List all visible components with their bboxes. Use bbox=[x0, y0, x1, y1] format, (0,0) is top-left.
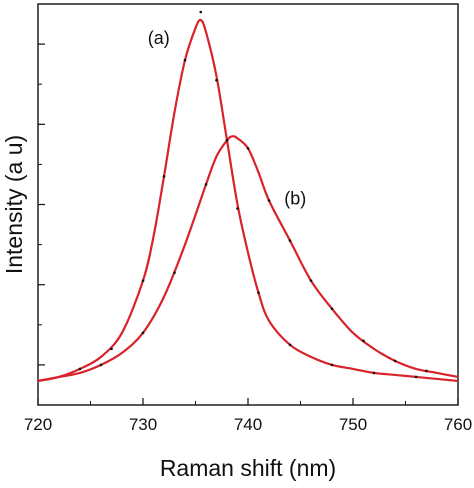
series-a-data-point bbox=[288, 343, 292, 347]
series-a-data-point bbox=[162, 175, 166, 178]
y-axis-title: Intensity (a u) bbox=[1, 135, 27, 274]
curve-label: (a) bbox=[148, 28, 170, 48]
series-a-data-point bbox=[372, 371, 376, 375]
series-a-data-point bbox=[183, 58, 187, 62]
series-a-line bbox=[37, 18, 459, 383]
series-b-data-point bbox=[141, 331, 145, 335]
series-a-data-point bbox=[236, 207, 239, 210]
series-a-data-point bbox=[110, 347, 113, 351]
series-b-data-point bbox=[225, 139, 229, 142]
series-b-data-point bbox=[246, 147, 250, 150]
series-b-data-point bbox=[267, 199, 271, 202]
series-a-data-point bbox=[141, 279, 145, 282]
x-tick-label: 740 bbox=[234, 415, 262, 434]
x-axis-ticks bbox=[37, 398, 459, 405]
series-b-data-point bbox=[99, 363, 103, 367]
series-b-data-point bbox=[288, 239, 292, 242]
series-b-data-point bbox=[425, 369, 428, 373]
series-b-data-point bbox=[309, 279, 313, 282]
series-b-data-point bbox=[204, 183, 208, 186]
x-tick-label: 730 bbox=[129, 415, 157, 434]
x-axis-tick-labels: 720 730 740 750 760 bbox=[24, 415, 472, 434]
x-tick-label: 720 bbox=[24, 415, 52, 434]
series-lines bbox=[37, 18, 459, 383]
series-b-data-point bbox=[393, 359, 397, 363]
series-a-data-point bbox=[330, 363, 334, 367]
series-a-data-point bbox=[257, 291, 260, 295]
x-tick-label: 750 bbox=[339, 415, 367, 434]
plot-border bbox=[37, 3, 459, 406]
plot-frame bbox=[37, 3, 459, 406]
series-a-data-point bbox=[78, 367, 82, 371]
y-axis-ticks bbox=[38, 43, 45, 366]
series-b-data-point bbox=[173, 271, 176, 274]
series-markers bbox=[78, 10, 428, 379]
series-a-data-point bbox=[414, 375, 418, 379]
curve-label: (b) bbox=[284, 189, 306, 209]
series-a-data-point bbox=[215, 78, 218, 82]
series-b-line bbox=[37, 135, 459, 383]
curve-annotations: (a) (b) bbox=[148, 28, 307, 208]
x-tick-label: 760 bbox=[444, 415, 472, 434]
x-axis-title: Raman shift (nm) bbox=[160, 455, 336, 481]
series-b-data-point bbox=[362, 339, 365, 343]
series-b-data-point bbox=[330, 307, 334, 311]
series-a-data-point bbox=[199, 10, 203, 14]
